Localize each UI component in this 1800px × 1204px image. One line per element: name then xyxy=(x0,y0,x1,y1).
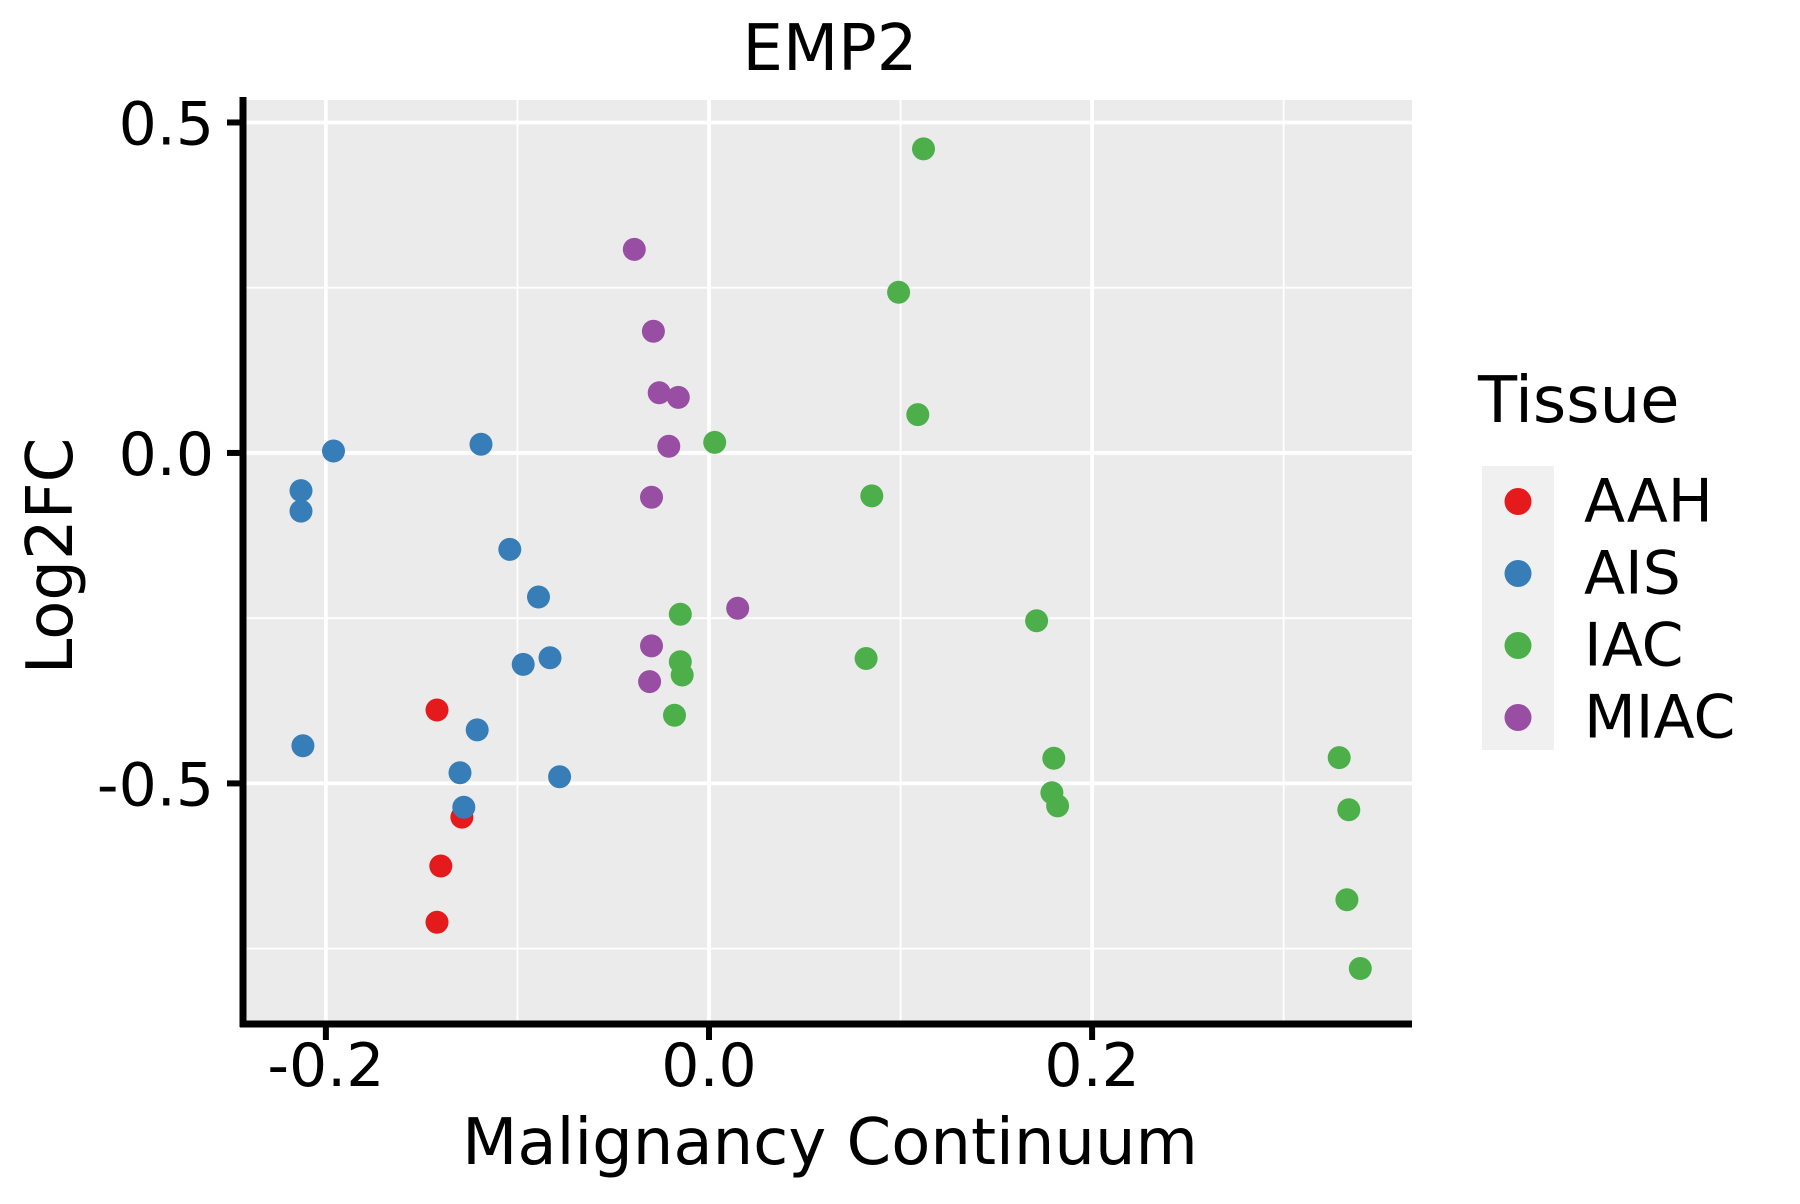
data-point-miac xyxy=(640,634,663,658)
y-axis-ticks: 0.5 0.0 -0.5 xyxy=(97,89,243,820)
data-point-ais xyxy=(538,646,562,670)
data-point-miac xyxy=(638,670,662,694)
data-point-iac xyxy=(1348,957,1372,980)
data-point-aah xyxy=(425,698,449,722)
data-point-ais xyxy=(498,537,522,561)
x-axis-ticks: -0.2 0.0 0.2 xyxy=(267,1024,1140,1101)
data-point-ais xyxy=(322,439,345,463)
y-tick-label: 0.0 xyxy=(119,420,214,490)
data-point-iac xyxy=(1337,798,1361,822)
legend-swatch-miac xyxy=(1504,704,1532,731)
data-point-ais xyxy=(448,761,472,785)
legend-label-iac: IAC xyxy=(1584,611,1684,681)
panel-background xyxy=(246,100,1412,1022)
data-point-iac xyxy=(912,137,935,161)
data-point-miac xyxy=(622,237,646,261)
data-point-iac xyxy=(906,403,930,427)
data-point-iac xyxy=(887,280,911,304)
legend-swatch-ais xyxy=(1504,560,1532,587)
chart-title: EMP2 xyxy=(743,12,918,86)
data-point-iac xyxy=(854,647,878,670)
x-tick-label: -0.2 xyxy=(267,1031,384,1101)
data-points xyxy=(289,137,1372,980)
data-point-ais xyxy=(469,432,493,456)
data-point-iac xyxy=(1042,746,1066,770)
data-point-ais xyxy=(511,652,535,676)
y-tick-label: -0.5 xyxy=(97,750,214,820)
data-point-iac xyxy=(663,703,686,727)
data-point-aah xyxy=(425,910,449,934)
legend-label-aah: AAH xyxy=(1584,467,1713,537)
data-point-iac xyxy=(668,602,692,626)
data-point-miac xyxy=(726,596,750,620)
data-point-miac xyxy=(666,385,690,409)
legend-swatch-iac xyxy=(1504,632,1532,659)
y-axis-title: Log2FC xyxy=(14,438,88,675)
data-point-miac xyxy=(647,381,671,405)
data-point-iac xyxy=(1335,888,1359,912)
data-point-iac xyxy=(1327,746,1351,770)
data-point-ais xyxy=(527,585,550,609)
x-tick-label: 0.0 xyxy=(661,1031,756,1101)
x-tick-label: 0.2 xyxy=(1044,1031,1139,1101)
data-point-ais xyxy=(452,795,476,819)
data-point-iac xyxy=(1025,609,1049,633)
data-point-miac xyxy=(641,319,665,343)
legend-label-ais: AIS xyxy=(1584,539,1681,609)
data-point-ais xyxy=(289,479,313,503)
data-point-ais xyxy=(289,499,313,523)
data-point-ais xyxy=(548,765,572,789)
data-point-iac xyxy=(860,484,884,508)
data-point-ais xyxy=(291,734,315,758)
data-point-aah xyxy=(429,854,453,878)
data-point-ais xyxy=(465,718,489,742)
legend-label-miac: MIAC xyxy=(1584,683,1735,753)
data-point-miac xyxy=(640,485,663,509)
y-tick-label: 0.5 xyxy=(119,89,214,159)
major-gridlines xyxy=(246,100,1412,1022)
data-point-miac xyxy=(657,434,681,458)
legend-title: Tissue xyxy=(1477,364,1680,438)
legend-swatch-aah xyxy=(1504,488,1532,515)
minor-gridlines xyxy=(246,100,1412,1022)
x-axis-title: Malignancy Continuum xyxy=(462,1106,1198,1180)
data-point-iac xyxy=(1046,794,1070,818)
data-point-iac xyxy=(703,430,727,454)
data-point-iac xyxy=(670,663,694,687)
